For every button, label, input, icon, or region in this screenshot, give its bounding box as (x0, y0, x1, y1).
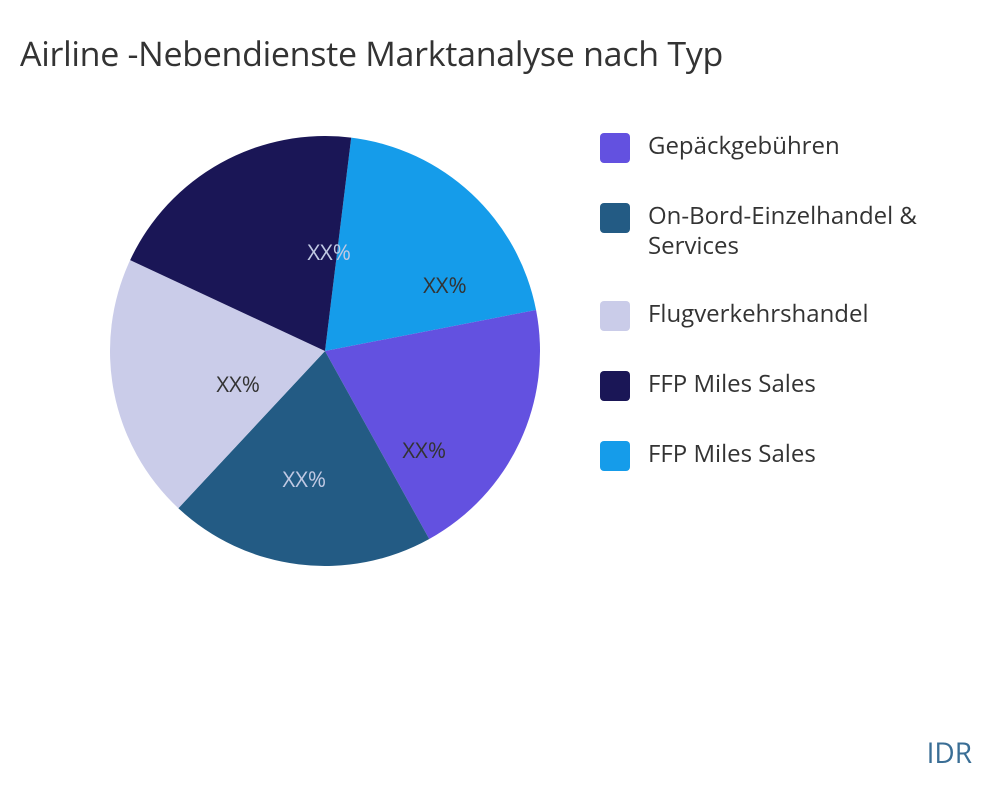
legend-label: Flugverkehrshandel (648, 299, 869, 329)
chart-container: Airline -Nebendienste Marktanalyse nach … (0, 0, 1000, 800)
legend-item: On-Bord-Einzelhandel & Services (600, 201, 1000, 261)
legend: Gepäckgebühren On-Bord-Einzelhandel & Ser… (600, 131, 1000, 509)
pie-chart: XX%XX%XX%XX%XX% (110, 136, 540, 566)
legend-item: FFP Miles Sales (600, 439, 1000, 471)
legend-item: FFP Miles Sales (600, 369, 1000, 401)
legend-swatch (600, 203, 630, 233)
legend-label: On-Bord-Einzelhandel & Services (648, 201, 1000, 261)
legend-item: Gepäckgebühren (600, 131, 1000, 163)
legend-label: FFP Miles Sales (648, 439, 816, 469)
legend-label: FFP Miles Sales (648, 369, 816, 399)
footer-text: IDR (927, 734, 972, 772)
legend-item: Flugverkehrshandel (600, 299, 1000, 331)
legend-swatch (600, 133, 630, 163)
chart-title: Airline -Nebendienste Marktanalyse nach … (20, 30, 980, 76)
pie-svg (110, 136, 540, 566)
chart-area: XX%XX%XX%XX%XX% GepäckgebührenOn-Bord-Ei… (20, 106, 980, 706)
legend-swatch (600, 301, 630, 331)
footer-brand: IDR (927, 734, 972, 772)
legend-swatch (600, 371, 630, 401)
legend-label: Gepäckgebühren (648, 131, 840, 161)
legend-swatch (600, 441, 630, 471)
